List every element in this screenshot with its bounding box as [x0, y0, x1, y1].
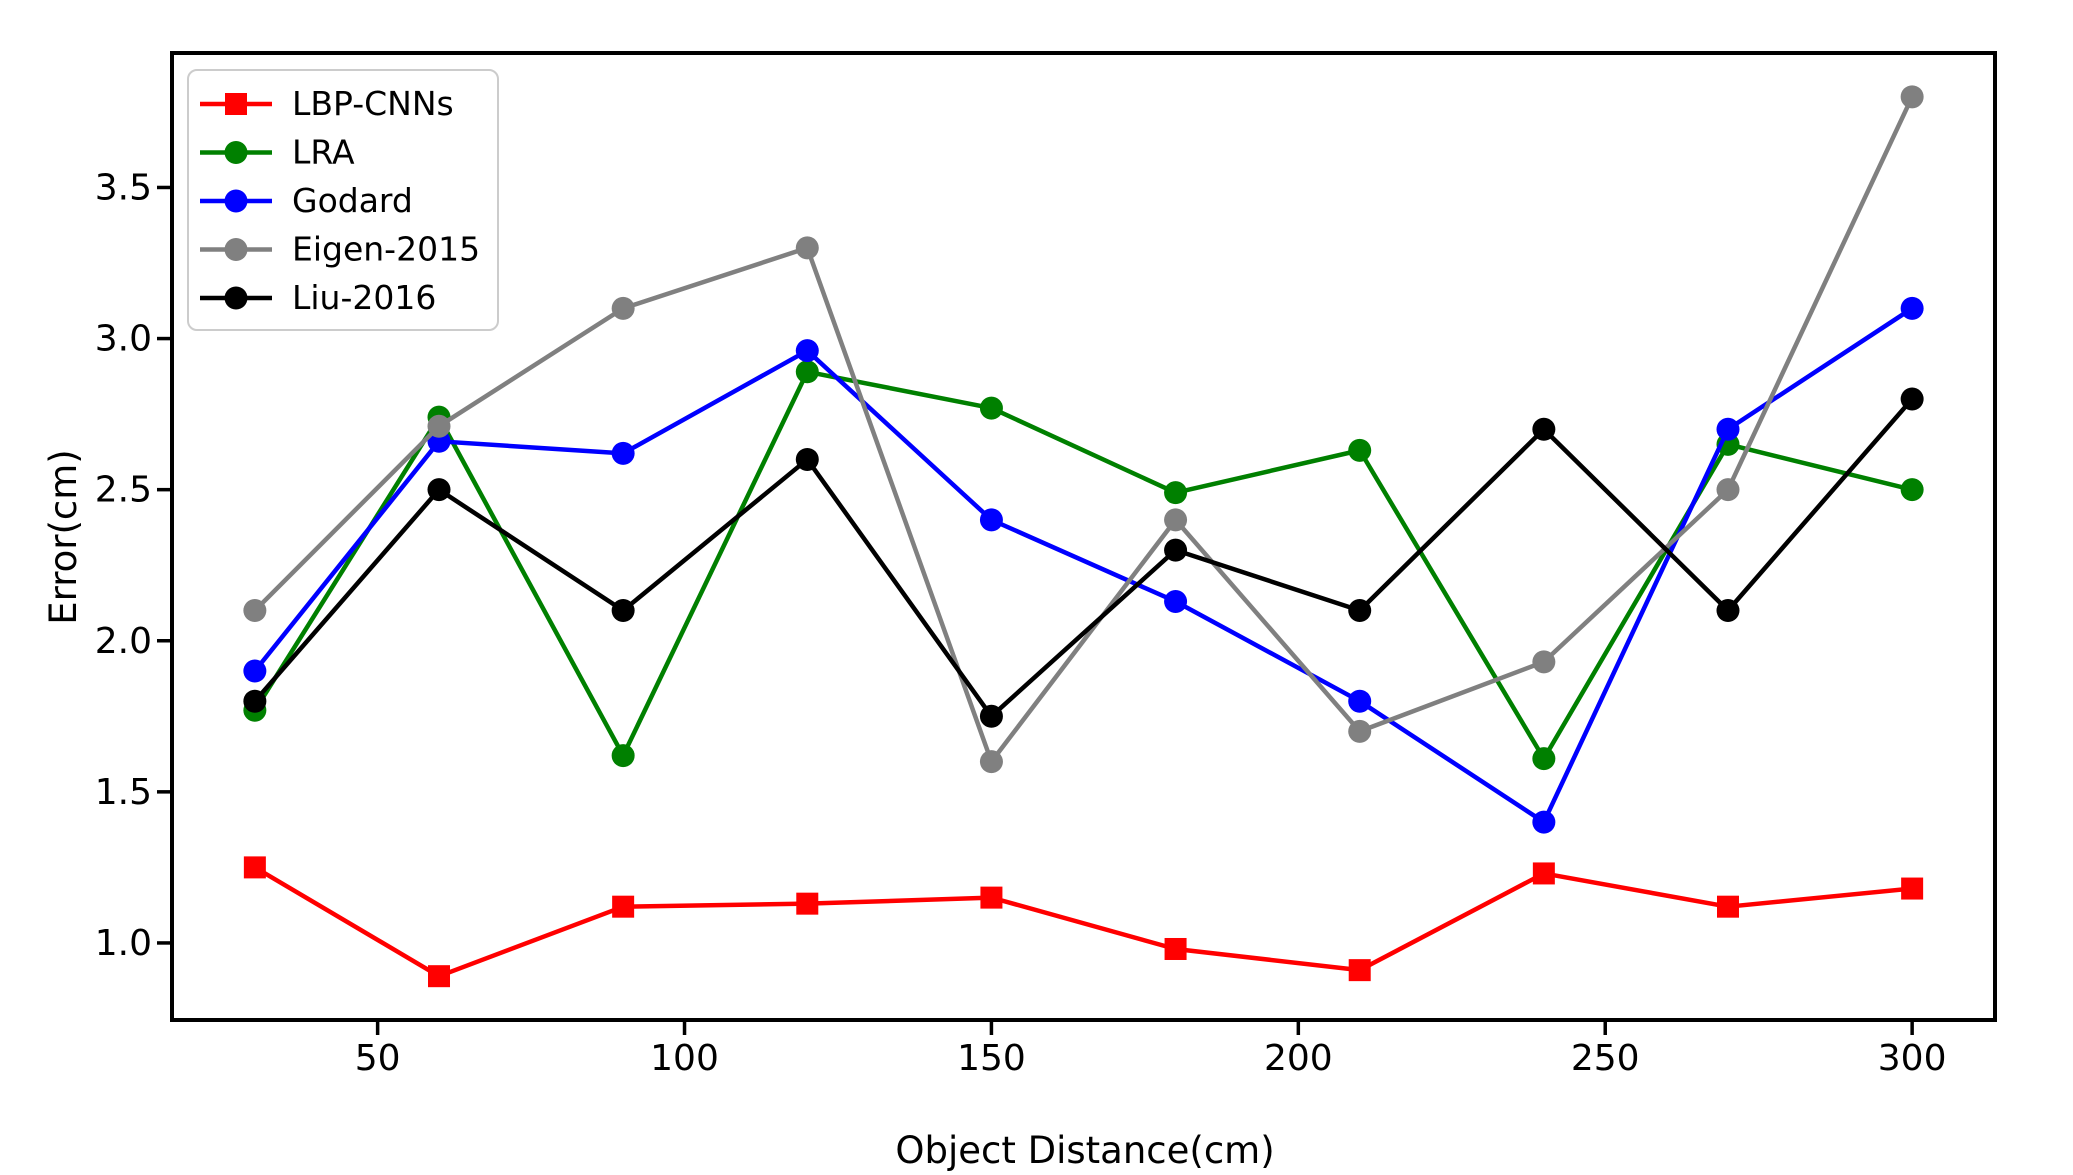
legend-entry-liu-2016: Liu-2016 — [200, 278, 436, 317]
data-point-marker — [1348, 689, 1372, 713]
data-point-marker — [1900, 478, 1924, 502]
data-point-marker — [1164, 937, 1187, 960]
series-line — [253, 865, 1913, 979]
series-lbp-cnns — [243, 856, 1924, 988]
data-point-marker — [1900, 296, 1924, 320]
legend-entry-godard: Godard — [200, 181, 413, 220]
data-point-marker — [979, 750, 1003, 774]
x-tick-label: 250 — [1571, 1038, 1640, 1079]
legend-entry-lbp-cnns: LBP-CNNs — [200, 84, 454, 123]
series-line — [253, 95, 1915, 764]
y-tick-label: 2.5 — [95, 470, 152, 511]
x-tick-label: 100 — [650, 1038, 719, 1079]
legend-entry-label: LRA — [292, 133, 355, 172]
y-tick-label: 3.5 — [95, 167, 152, 208]
data-point-marker — [1716, 895, 1739, 918]
y-tick-label: 3.0 — [95, 319, 152, 360]
data-point-marker — [795, 339, 819, 363]
data-point-marker — [1532, 417, 1556, 441]
data-point-marker — [1348, 438, 1372, 462]
data-point-marker — [795, 236, 819, 260]
y-tick-label: 1.0 — [95, 923, 152, 964]
legend-marker — [224, 286, 248, 310]
y-tick-label: 1.5 — [95, 772, 152, 813]
x-tick-label: 200 — [1264, 1038, 1333, 1079]
data-point-marker — [243, 599, 267, 623]
data-point-marker — [979, 396, 1003, 420]
series-group — [243, 85, 1924, 988]
data-point-marker — [611, 441, 635, 465]
legend-entry-eigen-2015: Eigen-2015 — [200, 230, 480, 269]
series-line — [252, 369, 1913, 761]
y-axis-label: Error(cm) — [42, 449, 85, 624]
data-point-marker — [979, 704, 1003, 728]
data-point-marker — [1164, 589, 1188, 613]
x-axis-ticks: 50 100 150 200 250 300 — [355, 1020, 1947, 1079]
data-point-marker — [1164, 481, 1188, 505]
data-point-marker — [1716, 417, 1740, 441]
legend-entry-label: Eigen-2015 — [292, 230, 480, 269]
data-point-marker — [1348, 959, 1371, 982]
data-point-marker — [1532, 650, 1556, 674]
x-tick-label: 300 — [1878, 1038, 1947, 1079]
data-point-marker — [979, 508, 1003, 532]
data-point-marker — [1532, 862, 1555, 885]
x-tick-label: 50 — [355, 1038, 401, 1079]
x-tick-label: 150 — [957, 1038, 1026, 1079]
series-line — [253, 397, 1914, 719]
data-point-marker — [1716, 599, 1740, 623]
data-point-marker — [611, 744, 635, 768]
data-point-marker — [1348, 599, 1372, 623]
data-point-marker — [243, 856, 266, 879]
data-point-marker — [1900, 387, 1924, 411]
y-tick-label: 2.0 — [95, 621, 152, 662]
legend-entry-label: Godard — [292, 181, 413, 220]
data-point-marker — [428, 965, 451, 988]
plot-border — [170, 51, 1997, 1022]
series-godard — [243, 296, 1924, 834]
data-point-marker — [243, 689, 267, 713]
data-point-marker — [427, 478, 451, 502]
data-point-marker — [243, 659, 267, 683]
data-point-marker — [611, 599, 635, 623]
data-point-marker — [611, 296, 635, 320]
legend-box — [187, 69, 499, 331]
data-point-marker — [795, 447, 819, 471]
legend: LBP-CNNs LRA Godard Eigen-2015 Liu-2016 — [187, 69, 499, 331]
data-point-marker — [795, 360, 819, 384]
y-axis-ticks: 1.0 1.5 2.0 2.5 3.0 3.5 — [95, 167, 172, 964]
legend-marker — [224, 238, 248, 261]
data-point-marker — [1164, 538, 1188, 562]
data-point-marker — [1900, 85, 1924, 109]
data-point-marker — [427, 414, 451, 438]
data-point-marker — [980, 886, 1003, 909]
series-line — [253, 306, 1914, 825]
legend-entry-label: Liu-2016 — [292, 278, 436, 317]
data-point-marker — [1532, 747, 1556, 771]
data-point-marker — [796, 892, 819, 915]
data-point-marker — [1348, 719, 1372, 743]
legend-entry-lra: LRA — [200, 133, 355, 172]
series-liu-2016 — [243, 387, 1924, 728]
x-axis-label: Object Distance(cm) — [895, 1129, 1274, 1171]
series-lra — [243, 360, 1924, 771]
legend-entry-label: LBP-CNNs — [292, 84, 454, 123]
legend-marker — [225, 93, 247, 115]
data-point-marker — [1716, 478, 1740, 502]
legend-marker — [224, 189, 248, 213]
legend-marker — [224, 141, 248, 164]
data-point-marker — [612, 895, 635, 918]
data-point-marker — [1164, 508, 1188, 532]
series-eigen-2015 — [243, 85, 1924, 774]
data-point-marker — [1901, 877, 1924, 900]
data-point-marker — [1532, 810, 1556, 834]
